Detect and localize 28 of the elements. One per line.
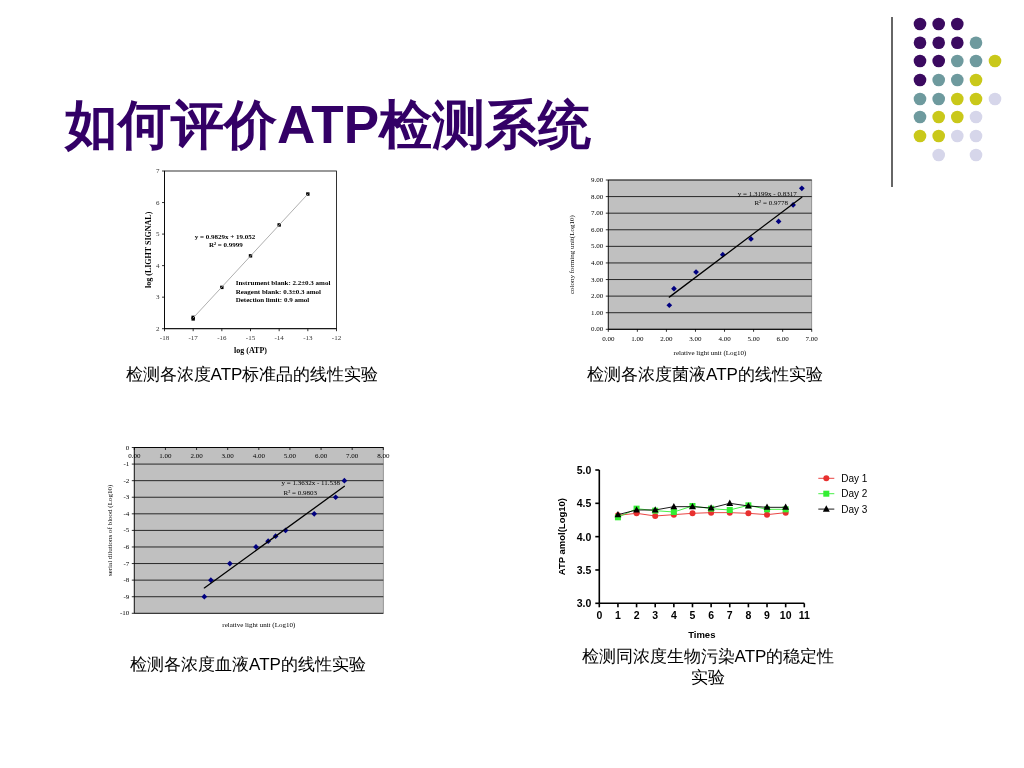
legend-label: Day 1	[841, 472, 868, 484]
x-tick-label: 5	[689, 609, 696, 622]
text: 如何评价ATP检测系统	[64, 95, 592, 154]
text: 检测各浓度菌液ATP的线性实验	[587, 365, 823, 384]
x-tick-label: 11	[798, 609, 811, 622]
x-tick-label: 9	[764, 609, 771, 622]
x-tick-label: 4	[670, 609, 677, 622]
x-tick-label: 10	[779, 609, 792, 622]
y-tick-label: 4.0	[576, 530, 592, 543]
x-tick-label: 3	[652, 609, 659, 622]
text: 检测各浓度血液ATP的线性实验	[130, 655, 366, 674]
x-tick-label: 2	[633, 609, 640, 622]
text: 检测同浓度生物污染ATP的稳定性实验	[581, 647, 835, 688]
x-tick-label: 7	[726, 609, 733, 622]
y-tick-label: 4.5	[576, 497, 592, 510]
x-tick-label: 6	[708, 609, 715, 622]
y-tick-label: 5.0	[576, 464, 592, 476]
legend-label: Day 3	[841, 503, 868, 515]
x-axis-title: log (ATP)	[234, 345, 268, 355]
x-tick-label: 8	[745, 609, 752, 622]
text: 检测各浓度ATP标准品的线性实验	[125, 365, 379, 384]
y-axis-title: ATP amol(Log10)	[555, 498, 567, 576]
y-axis-title: log (LIGHT SIGNAL)	[143, 211, 153, 289]
legend-label: Day 2	[841, 488, 868, 500]
y-tick-label: 3.0	[576, 597, 592, 610]
y-tick-label: 3.5	[576, 563, 592, 576]
x-tick-label: 1	[615, 609, 622, 622]
x-axis-title: Times	[688, 628, 716, 640]
